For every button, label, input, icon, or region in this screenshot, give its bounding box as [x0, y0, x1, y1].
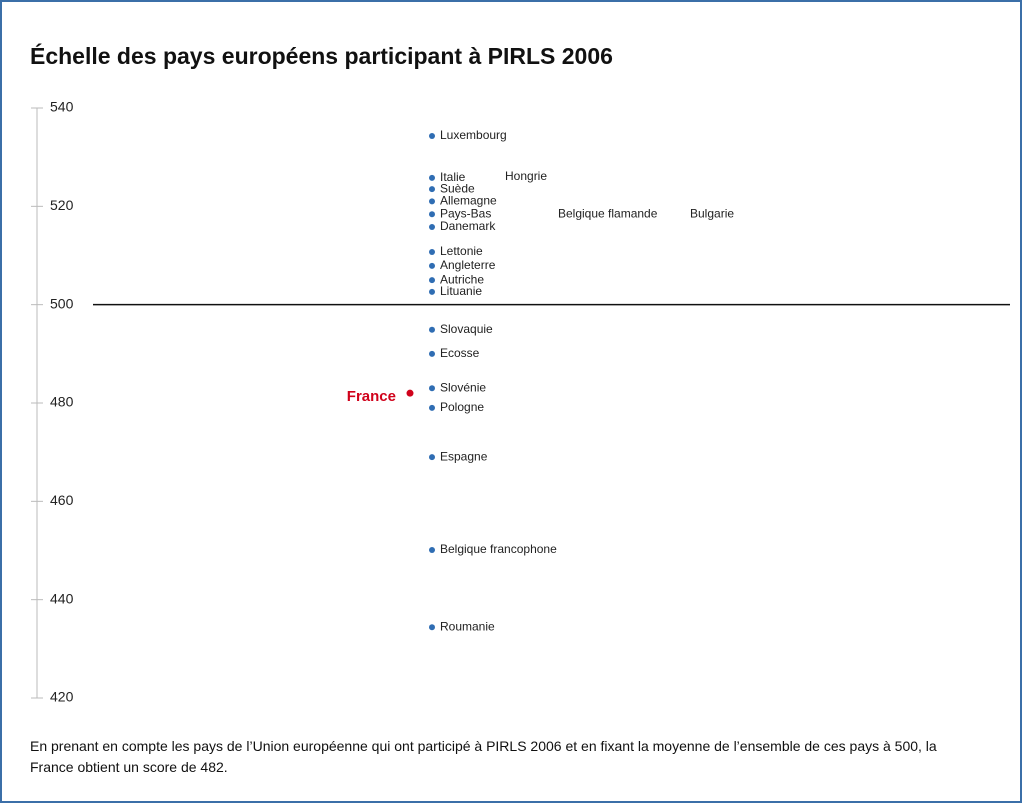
dot-label: Roumanie — [440, 619, 495, 633]
dot-label: Pologne — [440, 400, 484, 414]
highlight-dot — [406, 389, 414, 397]
y-tick-label: 540 — [50, 99, 74, 115]
dot — [429, 174, 435, 181]
unmarked-label: Belgique flamande — [558, 206, 658, 220]
y-tick-label: 440 — [50, 590, 74, 606]
dot-label: Italie — [440, 170, 466, 184]
dot-label: Slovaquie — [440, 322, 493, 336]
dot-label: Espagne — [440, 449, 488, 463]
dot — [429, 198, 435, 205]
dot-label: Autriche — [440, 272, 484, 286]
y-tick-label: 480 — [50, 394, 74, 410]
dot — [429, 277, 435, 284]
dot — [429, 211, 435, 218]
dot-label: Lituanie — [440, 284, 482, 298]
dot — [429, 133, 435, 140]
y-tick-label: 460 — [50, 492, 74, 508]
dot-label: Ecosse — [440, 346, 480, 360]
dot — [429, 326, 435, 333]
dot — [429, 404, 435, 411]
y-tick-label: 500 — [50, 295, 74, 311]
dot-label: Suède — [440, 181, 475, 195]
dot — [429, 262, 435, 269]
dot — [429, 186, 435, 193]
dot — [429, 350, 435, 357]
footnote: En prenant en compte les pays de l’Union… — [30, 738, 937, 775]
dot — [429, 385, 435, 392]
dot-label: Danemark — [440, 219, 496, 233]
dot-label: Pays-Bas — [440, 206, 491, 220]
dot-label: Angleterre — [440, 258, 496, 272]
y-tick-label: 520 — [50, 197, 74, 213]
dot — [429, 454, 435, 461]
dot — [429, 249, 435, 256]
dot-label: Luxembourg — [440, 128, 507, 142]
dot-label: Belgique francophone — [440, 542, 557, 556]
unmarked-label: Hongrie — [505, 169, 547, 183]
chart-title: Échelle des pays européens participant à… — [30, 42, 613, 69]
dot — [429, 288, 435, 295]
y-tick-label: 420 — [50, 689, 74, 705]
dot-label: Allemagne — [440, 194, 497, 208]
dot — [429, 624, 435, 631]
dot — [429, 223, 435, 230]
dot — [429, 547, 435, 554]
unmarked-label: Bulgarie — [690, 206, 734, 220]
dot-label: Slovénie — [440, 380, 486, 394]
highlight-label: France — [347, 388, 396, 405]
dot-label: Lettonie — [440, 244, 483, 258]
